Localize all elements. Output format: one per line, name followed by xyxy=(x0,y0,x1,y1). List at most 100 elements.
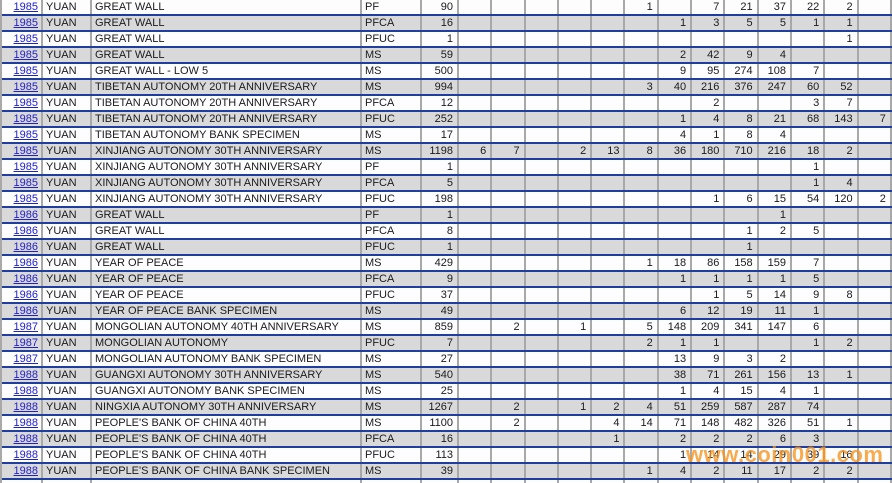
year-link[interactable]: 1988 xyxy=(13,369,38,381)
grade-count-cell xyxy=(526,16,559,30)
grade-type-cell: PFUC xyxy=(362,240,422,254)
grade-count-cell xyxy=(459,0,493,14)
grade-type-cell: PFUC xyxy=(362,336,422,350)
grade-type-cell: MS xyxy=(362,320,422,334)
grade-count-cell xyxy=(825,64,859,78)
year-link[interactable]: 1986 xyxy=(13,225,38,237)
year-link[interactable]: 1985 xyxy=(13,177,38,189)
grade-count-cell xyxy=(559,272,593,286)
unit-cell: YUAN xyxy=(43,0,92,14)
grade-count-cell: 29 xyxy=(759,448,792,462)
grade-count-cell xyxy=(759,32,792,46)
coin-name-cell: YEAR OF PEACE xyxy=(92,256,362,270)
year-link[interactable]: 1986 xyxy=(13,273,38,285)
grade-count-cell xyxy=(725,208,759,222)
grade-count-cell xyxy=(492,160,526,174)
grade-count-cell: 15 xyxy=(725,384,759,398)
grade-count-cell: 4 xyxy=(692,384,726,398)
year-cell: 1986 xyxy=(0,288,43,302)
grade-count-cell xyxy=(492,224,526,238)
year-cell: 1985 xyxy=(0,64,43,78)
year-link[interactable]: 1985 xyxy=(13,145,38,157)
grade-count-cell xyxy=(859,368,892,382)
table-row: 1988 YUAN PEOPLE'S BANK OF CHINA 40TH MS… xyxy=(0,416,892,432)
year-link[interactable]: 1985 xyxy=(13,161,38,173)
year-link[interactable]: 1985 xyxy=(13,129,38,141)
year-link[interactable]: 1985 xyxy=(13,65,38,77)
grade-count-cell: 1 xyxy=(759,208,792,222)
grade-count-cell: 6 xyxy=(659,304,693,318)
grade-count-cell xyxy=(859,96,892,110)
grade-count-cell xyxy=(592,288,626,302)
grade-count-cell: 147 xyxy=(759,320,792,334)
year-link[interactable]: 1988 xyxy=(13,433,38,445)
year-link[interactable]: 1988 xyxy=(13,417,38,429)
year-link[interactable]: 1985 xyxy=(13,17,38,29)
total-count-cell: 39 xyxy=(422,464,459,478)
year-cell: 1985 xyxy=(0,144,43,158)
year-link[interactable]: 1985 xyxy=(13,81,38,93)
grade-count-cell xyxy=(625,224,659,238)
year-link[interactable]: 1986 xyxy=(13,289,38,301)
grade-type-cell: MS xyxy=(362,352,422,366)
total-count-cell: 17 xyxy=(422,128,459,142)
grade-type-cell: MS xyxy=(362,368,422,382)
total-count-cell: 27 xyxy=(422,352,459,366)
year-link[interactable]: 1986 xyxy=(13,209,38,221)
year-link[interactable]: 1985 xyxy=(13,33,38,45)
grade-count-cell: 1 xyxy=(792,16,826,30)
year-link[interactable]: 1987 xyxy=(13,353,38,365)
grade-count-cell xyxy=(459,32,493,46)
grade-count-cell xyxy=(625,240,659,254)
grade-count-cell xyxy=(526,336,559,350)
grade-count-cell xyxy=(526,272,559,286)
grade-count-cell: 1 xyxy=(659,448,693,462)
grade-count-cell xyxy=(625,352,659,366)
grade-count-cell: 9 xyxy=(659,64,693,78)
year-link[interactable]: 1987 xyxy=(13,321,38,333)
grade-count-cell xyxy=(459,96,493,110)
grade-count-cell xyxy=(526,208,559,222)
year-link[interactable]: 1985 xyxy=(13,1,38,13)
table-row: 1985 YUAN GREAT WALL PFUC 1 1 xyxy=(0,32,892,48)
coin-name-cell: MONGOLIAN AUTONOMY xyxy=(92,336,362,350)
grade-count-cell xyxy=(559,96,593,110)
year-link[interactable]: 1986 xyxy=(13,257,38,269)
grade-count-cell: 7 xyxy=(825,96,859,110)
year-link[interactable]: 1985 xyxy=(13,49,38,61)
total-count-cell: 90 xyxy=(422,0,459,14)
year-link[interactable]: 1988 xyxy=(13,449,38,461)
grade-count-cell: 108 xyxy=(759,64,792,78)
grade-type-cell: PFUC xyxy=(362,288,422,302)
grade-count-cell xyxy=(625,288,659,302)
year-link[interactable]: 1987 xyxy=(13,337,38,349)
year-link[interactable]: 1986 xyxy=(13,305,38,317)
year-link[interactable]: 1986 xyxy=(13,241,38,253)
grade-count-cell: 4 xyxy=(759,48,792,62)
grade-count-cell: 1 xyxy=(625,464,659,478)
grade-count-cell xyxy=(825,320,859,334)
year-link[interactable]: 1988 xyxy=(13,385,38,397)
grade-count-cell xyxy=(792,480,826,483)
year-link[interactable]: 1985 xyxy=(13,97,38,109)
grade-count-cell xyxy=(625,48,659,62)
grade-count-cell: 1 xyxy=(725,224,759,238)
grade-count-cell xyxy=(459,128,493,142)
grade-count-cell xyxy=(825,160,859,174)
total-count-cell: 5 xyxy=(422,176,459,190)
table-row: 1985 YUAN GREAT WALL PF 90 1 7 21 37 22 … xyxy=(0,0,892,16)
year-link[interactable]: 1985 xyxy=(13,113,38,125)
year-link[interactable]: 1985 xyxy=(13,193,38,205)
total-count-cell: 12 xyxy=(422,96,459,110)
grade-count-cell: 1 xyxy=(659,384,693,398)
grade-count-cell xyxy=(559,176,593,190)
year-link[interactable]: 1988 xyxy=(13,465,38,477)
unit-cell: YUAN xyxy=(43,368,92,382)
grade-count-cell xyxy=(459,176,493,190)
grade-count-cell xyxy=(492,192,526,206)
grade-count-cell: 5 xyxy=(792,272,826,286)
year-link[interactable]: 1988 xyxy=(13,401,38,413)
grade-count-cell xyxy=(592,64,626,78)
grade-count-cell: 11 xyxy=(759,304,792,318)
coin-name-cell: NINGXIA AUTONOMY 30TH ANNIVERSARY xyxy=(92,400,362,414)
